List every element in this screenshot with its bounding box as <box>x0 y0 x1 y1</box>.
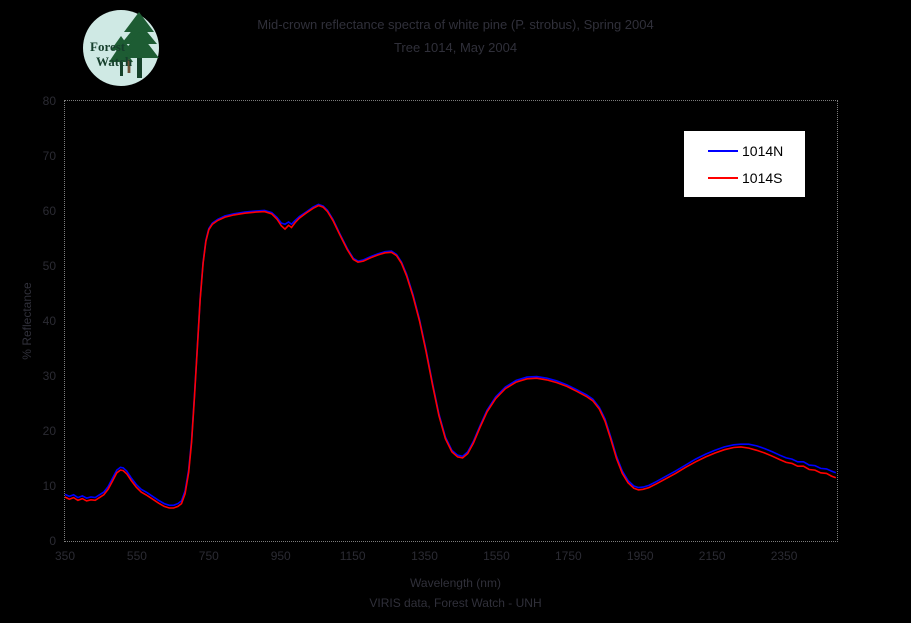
legend: 1014N 1014S <box>683 130 806 198</box>
y-tick-label: 10 <box>42 479 56 493</box>
y-tick-label: 80 <box>42 94 56 108</box>
y-tick-label: 70 <box>42 149 56 163</box>
legend-line-blue-icon <box>708 149 738 152</box>
y-tick-label: 30 <box>42 369 56 383</box>
y-tick-label: 40 <box>42 314 56 328</box>
x-axis-title: Wavelength (nm) <box>410 576 501 590</box>
logo-text-forest: Forest <box>90 39 126 54</box>
legend-label: 1014N <box>742 142 784 159</box>
x-tick-label: 750 <box>198 549 219 563</box>
x-tick-label: 1950 <box>626 549 654 563</box>
x-tick-label: 1750 <box>554 549 582 563</box>
y-tick-label: 60 <box>42 204 56 218</box>
x-tick-label: 2150 <box>698 549 726 563</box>
logo-text-watch: Watch <box>96 54 133 69</box>
y-axis-title: % Reflectance <box>20 282 34 360</box>
chart-caption: VIRIS data, Forest Watch - UNH <box>369 596 542 610</box>
plot-area <box>64 100 838 542</box>
legend-line-red-icon <box>708 176 738 179</box>
pine-trees-icon <box>109 12 159 78</box>
y-tick-label: 20 <box>42 424 56 438</box>
y-tick-label: 0 <box>49 534 56 548</box>
x-tick-label: 2350 <box>770 549 798 563</box>
x-tick-label: 350 <box>54 549 76 563</box>
chart-title: Mid-crown reflectance spectra of white p… <box>257 17 654 32</box>
legend-label: 1014S <box>742 169 783 186</box>
legend-entry-1014S: 1014S <box>708 170 805 186</box>
x-tick-label: 950 <box>270 549 291 563</box>
x-tick-label: 550 <box>126 549 147 563</box>
x-tick-label: 1350 <box>411 549 438 563</box>
chart-subtitle: Tree 1014, May 2004 <box>393 40 518 55</box>
x-tick-label: 1150 <box>339 549 366 563</box>
y-tick-label: 50 <box>42 259 56 273</box>
legend-entry-1014N: 1014N <box>708 143 805 159</box>
forest-watch-logo: Forest Watch <box>83 10 159 86</box>
x-tick-label: 1550 <box>483 549 510 563</box>
